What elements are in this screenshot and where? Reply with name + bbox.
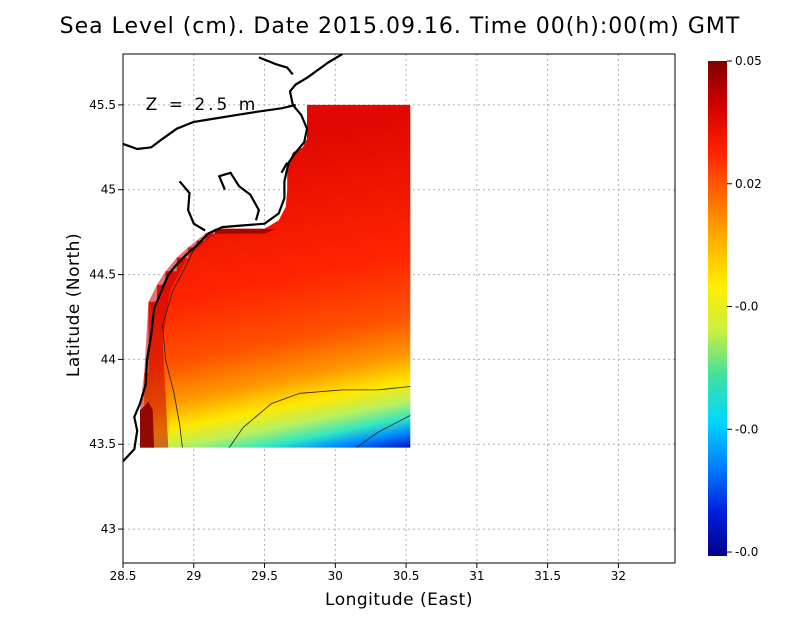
coastline-main (123, 54, 343, 462)
coastline-inlet (280, 162, 289, 174)
sea-level-field (140, 104, 411, 448)
y-tick-label: 45.5 (89, 98, 116, 112)
colorbar-bar (708, 61, 727, 556)
y-tick-label: 45 (101, 183, 116, 197)
contour-line-south (228, 386, 411, 448)
coastline-lagoon-east (218, 171, 260, 221)
coastline-lagoon-west (178, 180, 206, 232)
colorbar-tick-label: 0.05 (735, 54, 762, 68)
x-tick-label: 30.5 (393, 569, 420, 583)
x-tick-label: 31 (469, 569, 484, 583)
x-tick-label: 29 (186, 569, 201, 583)
y-tick-label: 44 (101, 352, 116, 366)
colorbar: 0.05 0.02 -0.0 -0.0 -0.0 (708, 54, 762, 559)
y-tick-label: 44.5 (89, 268, 116, 282)
x-tick-label: 28.5 (110, 569, 137, 583)
colorbar-tick-label: -0.0 (735, 545, 758, 559)
depth-annotation: Z = 2.5 m (146, 95, 259, 115)
coastline-danube (123, 103, 296, 151)
plot-frame (122, 53, 676, 564)
north-high-band (215, 228, 276, 234)
x-tick-labels: 28.5 29 29.5 30 30.5 31 31.5 32 (110, 563, 626, 583)
y-tick-label: 43.5 (89, 437, 116, 451)
x-tick-label: 30 (328, 569, 343, 583)
contour-line-southeast (356, 415, 411, 448)
colorbar-tick-label: -0.0 (735, 422, 758, 436)
chart-title: Sea Level (cm). Date 2015.09.16. Time 00… (59, 14, 741, 39)
x-tick-label: 31.5 (534, 569, 561, 583)
colorbar-tick-label: -0.0 (735, 300, 758, 314)
y-tick-labels: 43 43.5 44 44.5 45 45.5 (89, 98, 123, 536)
coastal-max-band (140, 401, 155, 448)
coastal-high-band (140, 228, 215, 448)
x-tick-label: 29.5 (251, 569, 278, 583)
coastline-liman (258, 56, 294, 76)
y-tick-label: 43 (101, 522, 116, 536)
sea-level-field-area (140, 104, 411, 448)
colorbar-tick-label: 0.02 (735, 177, 762, 191)
contour-line-west (162, 243, 197, 448)
x-tick-label: 32 (611, 569, 626, 583)
coastline (123, 54, 343, 462)
x-axis-label: Longitude (East) (325, 590, 473, 610)
